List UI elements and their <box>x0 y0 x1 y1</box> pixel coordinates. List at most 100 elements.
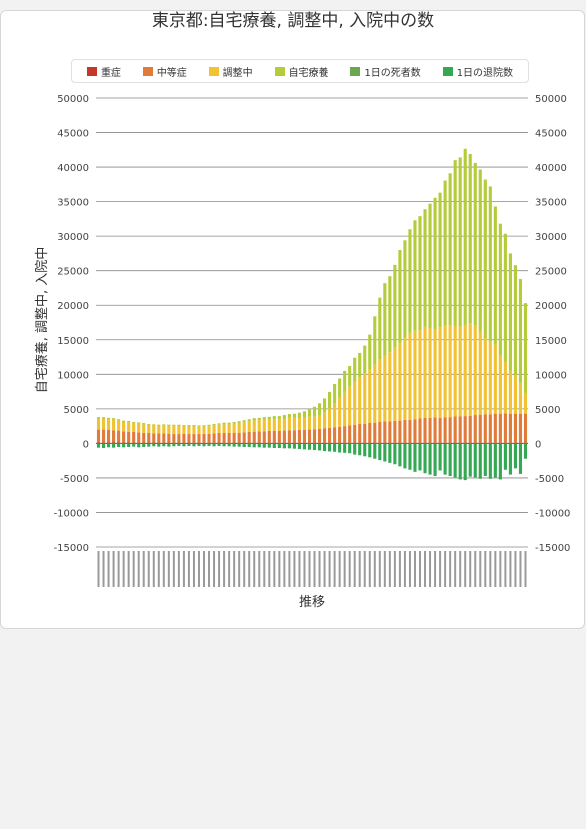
bar-segment[interactable] <box>523 303 528 393</box>
bar-segment[interactable] <box>328 391 332 409</box>
bar-segment[interactable] <box>423 443 427 474</box>
bar-segment[interactable] <box>343 442 347 444</box>
bar-segment[interactable] <box>232 421 236 424</box>
bar-segment[interactable] <box>282 415 286 419</box>
bar-segment[interactable] <box>483 414 487 443</box>
bar-segment[interactable] <box>393 264 397 348</box>
bar-segment[interactable] <box>237 421 241 424</box>
bar-segment[interactable] <box>307 443 312 450</box>
bar-segment[interactable] <box>398 420 402 443</box>
bar-segment[interactable] <box>277 419 281 431</box>
bar-segment[interactable] <box>378 297 382 360</box>
bar-segment[interactable] <box>443 325 447 418</box>
bar-segment[interactable] <box>237 423 241 433</box>
bar-segment[interactable] <box>252 431 256 443</box>
bar-segment[interactable] <box>147 442 151 444</box>
bar-segment[interactable] <box>132 432 136 443</box>
bar-segment[interactable] <box>368 443 372 458</box>
bar-segment[interactable] <box>122 422 126 432</box>
bar-segment[interactable] <box>373 422 377 443</box>
bar-segment[interactable] <box>152 424 156 426</box>
bar-segment[interactable] <box>227 433 231 443</box>
bar-segment[interactable] <box>137 422 141 424</box>
bar-segment[interactable] <box>232 433 236 443</box>
bar-segment[interactable] <box>418 330 422 419</box>
bar-segment[interactable] <box>157 433 161 443</box>
bar-segment[interactable] <box>252 418 256 421</box>
bar-segment[interactable] <box>423 417 427 443</box>
bar-segment[interactable] <box>498 413 502 443</box>
bar-segment[interactable] <box>518 278 523 383</box>
bar-segment[interactable] <box>112 430 116 443</box>
bar-segment[interactable] <box>272 430 276 443</box>
bar-segment[interactable] <box>448 443 452 476</box>
bar-segment[interactable] <box>508 253 512 371</box>
bar-segment[interactable] <box>132 442 136 444</box>
bar-segment[interactable] <box>398 343 402 421</box>
bar-segment[interactable] <box>101 418 106 430</box>
bar-segment[interactable] <box>413 419 417 443</box>
bar-segment[interactable] <box>453 416 457 443</box>
bar-segment[interactable] <box>443 180 447 326</box>
bar-segment[interactable] <box>197 434 201 443</box>
bar-segment[interactable] <box>252 420 256 432</box>
bar-segment[interactable] <box>473 442 477 444</box>
bar-segment[interactable] <box>267 419 271 431</box>
bar-segment[interactable] <box>353 357 357 382</box>
bar-segment[interactable] <box>267 416 271 420</box>
bar-segment[interactable] <box>242 420 246 423</box>
bar-segment[interactable] <box>232 443 236 447</box>
bar-segment[interactable] <box>443 442 447 444</box>
legend-item-adjusting[interactable]: 調整中 <box>208 64 253 79</box>
bar-segment[interactable] <box>297 412 301 418</box>
bar-segment[interactable] <box>212 442 216 444</box>
bar-segment[interactable] <box>473 325 477 416</box>
bar-segment[interactable] <box>312 429 317 443</box>
bar-segment[interactable] <box>152 443 156 447</box>
bar-segment[interactable] <box>448 173 452 326</box>
bar-segment[interactable] <box>137 442 141 444</box>
bar-segment[interactable] <box>428 203 432 329</box>
bar-segment[interactable] <box>493 344 497 414</box>
bar-segment[interactable] <box>207 442 211 444</box>
bar-segment[interactable] <box>122 442 126 444</box>
bar-segment[interactable] <box>317 428 322 443</box>
bar-segment[interactable] <box>182 442 186 444</box>
bar-segment[interactable] <box>358 377 362 425</box>
bar-segment[interactable] <box>177 426 181 435</box>
bar-segment[interactable] <box>353 442 357 444</box>
bar-segment[interactable] <box>473 415 477 443</box>
bar-segment[interactable] <box>287 417 291 431</box>
bar-segment[interactable] <box>483 442 487 444</box>
bar-segment[interactable] <box>262 442 266 444</box>
bar-segment[interactable] <box>207 443 211 446</box>
bar-segment[interactable] <box>523 392 528 414</box>
bar-segment[interactable] <box>323 442 327 444</box>
bar-segment[interactable] <box>172 424 176 427</box>
bar-segment[interactable] <box>333 442 337 444</box>
bar-segment[interactable] <box>177 443 181 446</box>
bar-segment[interactable] <box>378 442 382 444</box>
bar-segment[interactable] <box>443 443 447 475</box>
bar-segment[interactable] <box>107 442 111 444</box>
bar-segment[interactable] <box>503 442 507 444</box>
bar-segment[interactable] <box>232 423 236 434</box>
bar-segment[interactable] <box>378 443 382 461</box>
bar-segment[interactable] <box>513 443 517 469</box>
bar-segment[interactable] <box>413 442 417 444</box>
bar-segment[interactable] <box>282 442 286 444</box>
bar-segment[interactable] <box>518 413 523 443</box>
bar-segment[interactable] <box>212 443 216 447</box>
bar-segment[interactable] <box>513 442 517 444</box>
bar-segment[interactable] <box>518 442 523 444</box>
bar-segment[interactable] <box>353 381 357 425</box>
bar-segment[interactable] <box>473 162 477 326</box>
bar-segment[interactable] <box>182 425 186 427</box>
bar-segment[interactable] <box>498 223 502 355</box>
bar-segment[interactable] <box>292 430 296 443</box>
bar-segment[interactable] <box>222 424 226 434</box>
bar-segment[interactable] <box>343 370 347 392</box>
bar-segment[interactable] <box>518 382 523 414</box>
bar-segment[interactable] <box>227 443 231 447</box>
bar-segment[interactable] <box>132 422 136 424</box>
